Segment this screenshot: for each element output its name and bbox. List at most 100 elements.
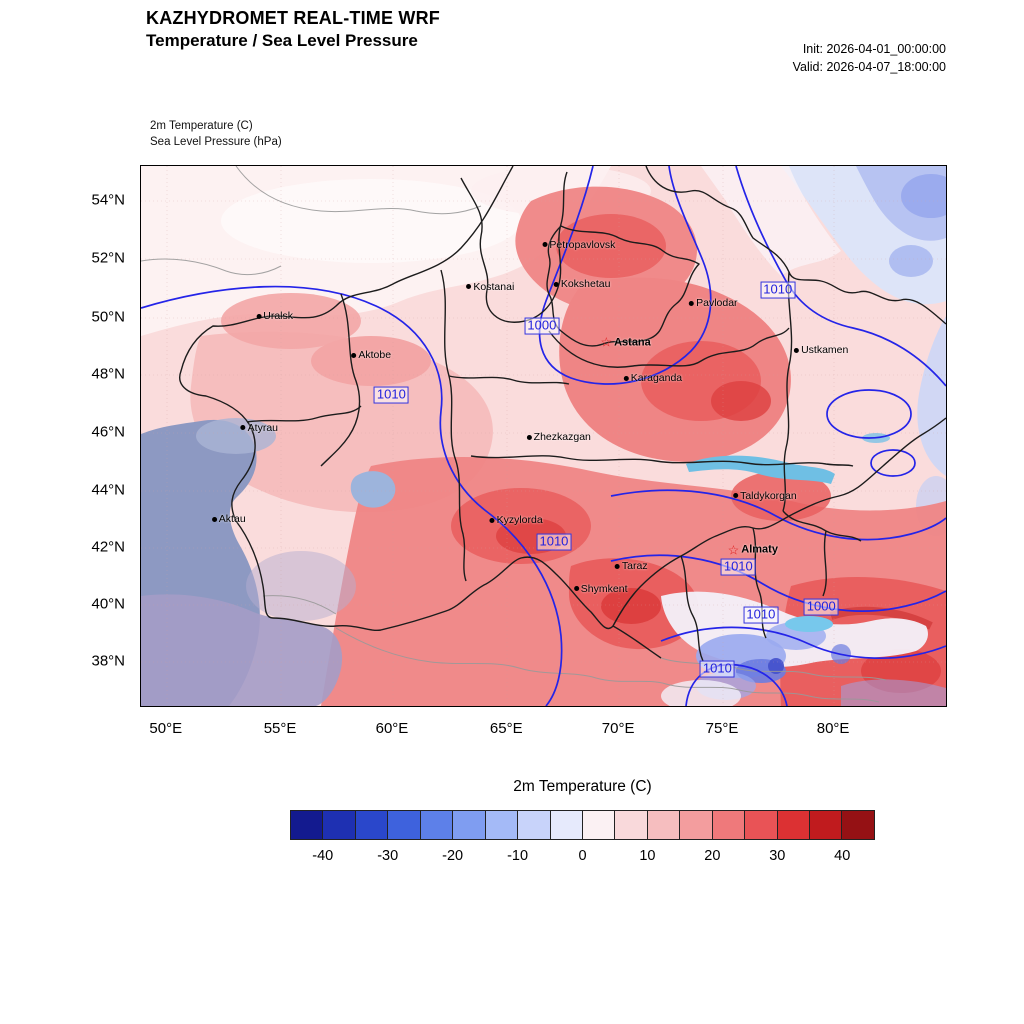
city-marker-karaganda: Karaganda [623, 372, 683, 385]
pressure-contour-label: 1010 [743, 606, 779, 624]
lat-tick-label: 38°N [91, 652, 125, 670]
city-label: Shymkent [580, 582, 628, 595]
city-marker-kokshetau: Kokshetau [553, 278, 611, 291]
city-marker-pavlodar: Pavlodar [689, 297, 738, 310]
pressure-contour-label: 1000 [524, 317, 560, 335]
colorbar-tick-label: -30 [377, 848, 399, 864]
colorbar-segment [680, 811, 713, 839]
city-dot-icon [573, 586, 579, 592]
lon-axis: 50°E 55°E 60°E 65°E 70°E 75°E 80°E [140, 712, 945, 742]
city-marker-almaty: ☆ Almaty [728, 543, 778, 556]
layer-labels: 2m Temperature (C) Sea Level Pressure (h… [150, 118, 282, 150]
city-dot-icon [240, 425, 246, 431]
lon-tick-label: 80°E [816, 720, 850, 737]
lat-tick-label: 54°N [91, 191, 125, 209]
colorbar-segment [355, 811, 389, 839]
pressure-contour-label: 1010 [699, 660, 735, 678]
header: KAZHYDROMET REAL-TIME WRF Temperature / … [146, 8, 440, 51]
colorbar-segment [485, 811, 519, 839]
colorbar-tick-label: 10 [639, 848, 656, 864]
city-dot-icon [526, 434, 532, 440]
city-label: Aktobe [358, 349, 392, 361]
colorbar-segment [712, 811, 746, 839]
colorbar [290, 810, 875, 840]
city-label: Karaganda [630, 372, 683, 385]
colorbar-segment [745, 811, 778, 839]
city-label: Uralsk [263, 310, 294, 323]
city-dot-icon [623, 375, 629, 381]
colorbar-segment [842, 811, 874, 839]
city-marker-atyrau: Atyrau [240, 421, 279, 434]
city-label: Taldykorgan [740, 489, 797, 502]
city-label: Kostanai [473, 280, 515, 293]
colorbar-title: 2m Temperature (C) [513, 778, 652, 795]
colorbar-tick-label: 0 [578, 848, 587, 864]
lat-tick-label: 44°N [91, 481, 125, 499]
lat-tick-label: 48°N [91, 365, 125, 383]
city-label: Astana [614, 336, 651, 349]
lat-tick-label: 50°N [91, 308, 125, 326]
colorbar-segment [291, 811, 324, 839]
city-dot-icon [466, 284, 472, 290]
pressure-contour-label: 1010 [720, 558, 756, 576]
pressure-contour-label: 1010 [536, 533, 572, 551]
city-label: Kyzylorda [496, 514, 543, 527]
city-dot-icon [351, 352, 357, 358]
city-dot-icon [614, 563, 620, 569]
colorbar-ticks: -40 -30 -20 -10 0 10 20 30 40 [290, 848, 875, 872]
city-marker-zhezkazgan: Zhezkazgan [526, 431, 591, 444]
city-marker-shymkent: Shymkent [573, 582, 628, 595]
map-frame: Petropavlovsk Kostanai Kokshetau Pavlodar Ur… [140, 165, 947, 707]
city-marker-uralsk: Uralsk [256, 310, 293, 322]
colorbar-tick-label: 30 [769, 848, 786, 864]
init-time: Init: 2026-04-01_00:00:00 [802, 42, 946, 56]
layer-label-temperature: 2m Temperature (C) [150, 120, 253, 132]
layer-label-pressure: Sea Level Pressure (hPa) [150, 136, 282, 149]
lat-tick-label: 46°N [91, 423, 125, 441]
city-dot-icon [689, 300, 695, 306]
pressure-label-layer: 1010 1000 1010 1010 1010 1010 1000 1010 [141, 166, 946, 706]
colorbar-segment [615, 811, 648, 839]
page-subtitle: Temperature / Sea Level Pressure [146, 31, 418, 50]
city-dot-icon [553, 281, 559, 287]
lon-tick-label: 70°E [601, 720, 635, 737]
pressure-contour-label: 1010 [760, 281, 796, 299]
lon-tick-label: 60°E [375, 720, 409, 737]
colorbar-tick-label: 20 [704, 848, 721, 864]
lon-tick-label: 65°E [489, 720, 523, 737]
lon-tick-label: 55°E [263, 720, 297, 737]
colorbar-tick-label: -10 [507, 848, 529, 864]
city-dot-icon [211, 516, 217, 522]
city-label: Pavlodar [696, 297, 738, 310]
colorbar-tick-label: 40 [834, 848, 851, 864]
run-times: Init: 2026-04-01_00:00:00 Valid: 2026-04… [793, 40, 946, 76]
city-layer: Petropavlovsk Kostanai Kokshetau Pavlodar Ur… [141, 166, 946, 706]
colorbar-segment [647, 811, 681, 839]
lon-tick-label: 50°E [149, 720, 183, 737]
star-icon: ☆ [600, 334, 613, 350]
city-marker-aktobe: Aktobe [351, 349, 391, 361]
colorbar-segment [323, 811, 356, 839]
colorbar-segment [550, 811, 583, 839]
city-dot-icon [542, 242, 548, 248]
map-svg [141, 166, 946, 706]
colorbar-segment [388, 811, 421, 839]
valid-time: Valid: 2026-04-07_18:00:00 [792, 60, 946, 75]
lon-tick-label: 75°E [705, 720, 739, 737]
city-dot-icon [489, 517, 495, 523]
city-label: Kokshetau [560, 278, 611, 291]
city-label: Petropavlovsk [549, 238, 616, 251]
colorbar-segment [420, 811, 454, 839]
page-title: KAZHYDROMET REAL-TIME WRF [146, 8, 440, 28]
city-dot-icon [256, 313, 262, 319]
city-label: Atyrau [247, 421, 279, 434]
star-icon: ☆ [727, 542, 740, 558]
city-marker-astana: ☆ Astana [600, 336, 650, 349]
colorbar-tick-label: -20 [442, 848, 464, 864]
city-label: Almaty [741, 543, 778, 556]
colorbar-segment [453, 811, 486, 839]
lat-axis: 54°N 52°N 50°N 48°N 46°N 44°N 42°N 40°N 38°N [50, 165, 135, 705]
city-label: Zhezkazgan [533, 431, 591, 444]
city-marker-taraz: Taraz [614, 560, 648, 572]
